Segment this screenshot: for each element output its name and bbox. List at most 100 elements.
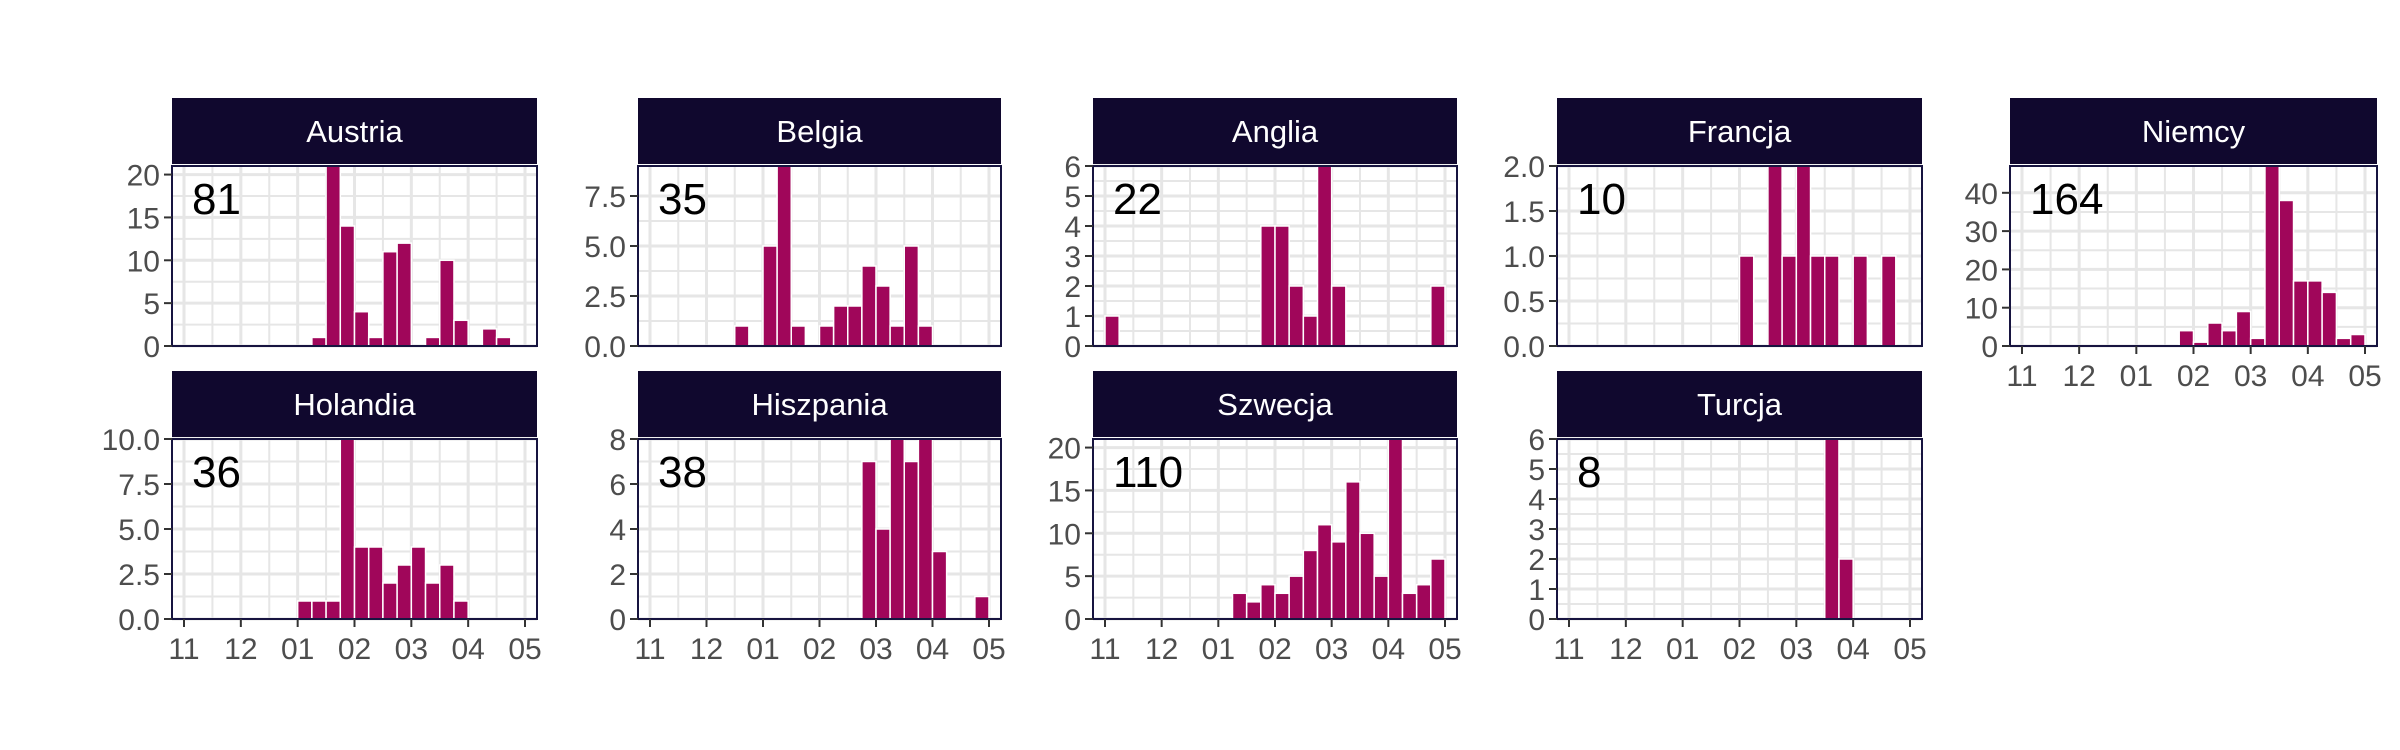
y-tick-label: 4 — [1528, 484, 1545, 517]
x-tick-label: 11 — [1553, 633, 1584, 666]
bar — [2292, 280, 2309, 347]
bar — [424, 582, 441, 620]
y-tick-label: 40 — [1965, 178, 1998, 211]
bar — [917, 438, 934, 620]
y-tick-label: 15 — [127, 202, 160, 235]
y-tick-label: 0 — [1528, 604, 1545, 637]
bar — [339, 225, 356, 347]
bar — [1359, 532, 1375, 620]
panel-total-label: 36 — [192, 448, 241, 497]
y-tick-label: 10 — [127, 245, 160, 278]
x-tick-label: 05 — [1428, 633, 1461, 666]
x-tick-label: 04 — [1372, 633, 1405, 666]
x-tick-label: 04 — [2291, 360, 2324, 393]
x-tick-label: 12 — [690, 633, 723, 666]
bar — [1738, 255, 1755, 347]
bar — [1330, 285, 1347, 347]
bar — [382, 582, 398, 620]
y-tick-label: 5.0 — [584, 231, 626, 264]
x-tick-label: 05 — [508, 633, 541, 666]
bar — [1274, 592, 1290, 620]
y-tick-label: 0.0 — [584, 331, 626, 364]
x-tick-label: 04 — [451, 633, 484, 666]
panel-border — [171, 165, 538, 347]
facet-strip — [172, 98, 537, 164]
bar — [734, 325, 750, 347]
bar — [1345, 481, 1361, 620]
y-tick-label: 1 — [1064, 301, 1081, 334]
bar — [1824, 438, 1840, 620]
bar — [311, 600, 327, 620]
x-tick-label: 11 — [1089, 633, 1120, 666]
bar — [931, 550, 948, 620]
y-tick-label: 5 — [1064, 181, 1081, 214]
panel-total-label: 110 — [1113, 448, 1183, 497]
y-tick-label: 0 — [1064, 331, 1081, 364]
bar — [861, 265, 877, 347]
bar — [1288, 575, 1305, 620]
y-tick-label: 0.0 — [1503, 331, 1545, 364]
facet-strip — [172, 371, 537, 437]
bar — [396, 242, 413, 347]
x-tick-label: 03 — [1780, 633, 1813, 666]
bar — [1838, 558, 1854, 620]
y-tick-label: 1 — [1528, 574, 1545, 607]
facet-strip-label: Holandia — [293, 387, 416, 422]
panel-total-label: 8 — [1577, 448, 1601, 497]
bar — [1852, 255, 1869, 347]
panel-niemcy: Niemcy 164 0 10 20 30 40 11 12 01 02 03 04 05 — [1965, 98, 2382, 393]
bar — [917, 325, 934, 347]
y-tick-label: 10 — [1048, 518, 1081, 551]
x-tick-label: 04 — [1836, 633, 1869, 666]
bar — [439, 564, 455, 620]
x-tick-label: 03 — [2234, 360, 2267, 393]
bar — [2264, 165, 2280, 347]
bar — [367, 336, 384, 347]
bar — [875, 528, 891, 620]
y-tick-label: 8 — [609, 424, 626, 457]
y-tick-label: 30 — [1965, 216, 1998, 249]
bar — [2335, 337, 2352, 347]
bar — [832, 305, 849, 347]
x-tick-label: 02 — [338, 633, 371, 666]
x-tick-label: 01 — [281, 633, 314, 666]
bar — [875, 285, 891, 347]
bar — [439, 259, 455, 347]
y-tick-label: 3 — [1528, 514, 1545, 547]
panel-total-label: 81 — [192, 175, 241, 224]
y-tick-label: 4 — [1064, 211, 1081, 244]
bar — [1288, 285, 1305, 347]
x-tick-label: 01 — [1202, 633, 1235, 666]
x-tick-label: 12 — [2062, 360, 2095, 393]
bar — [1316, 165, 1333, 347]
panel-francja: Francja 10 0.0 0.5 1.0 1.5 2.0 — [1503, 98, 1923, 364]
x-tick-label: 12 — [1145, 633, 1178, 666]
x-tick-label: 11 — [168, 633, 199, 666]
panel-border — [637, 165, 1002, 347]
facet-strip — [638, 371, 1001, 437]
x-tick-label: 01 — [2120, 360, 2153, 393]
y-tick-label: 0 — [143, 331, 160, 364]
x-tick-label: 03 — [395, 633, 428, 666]
bar — [453, 319, 469, 347]
bar — [1260, 583, 1276, 620]
bar — [382, 250, 398, 347]
bar — [2178, 329, 2195, 347]
bar — [1302, 315, 1319, 347]
x-tick-label: 11 — [2006, 360, 2037, 393]
bar — [495, 336, 512, 347]
panel-belgia: Belgia 35 0.0 2.5 5.0 7.5 — [584, 98, 1002, 364]
bar — [1245, 601, 1262, 620]
x-tick-label: 03 — [859, 633, 892, 666]
bar — [2207, 322, 2223, 347]
bar — [889, 438, 905, 620]
bar — [1430, 558, 1446, 620]
bar — [776, 165, 792, 347]
bar — [790, 325, 807, 347]
bar — [325, 165, 342, 347]
y-tick-label: 0.0 — [118, 604, 160, 637]
y-tick-label: 7.5 — [584, 181, 626, 214]
y-tick-label: 6 — [609, 469, 626, 502]
bar — [1781, 255, 1798, 347]
